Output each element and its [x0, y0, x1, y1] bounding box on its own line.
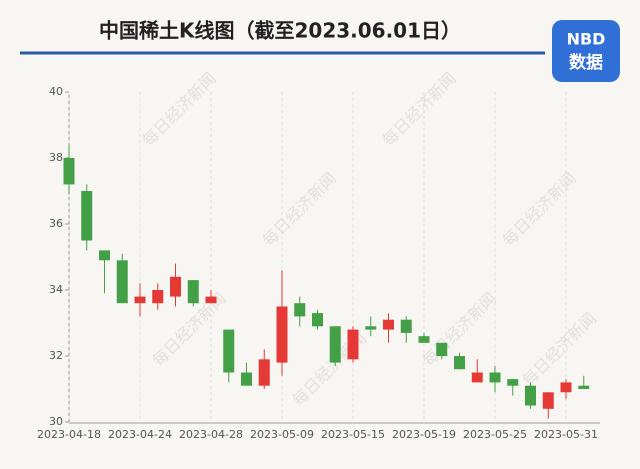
x-tick-label: 2023-04-18 — [37, 428, 101, 441]
candle-body — [365, 326, 377, 330]
candle-body — [152, 290, 164, 304]
candle-body — [329, 326, 341, 363]
candle-body — [525, 385, 536, 406]
candle-body — [276, 306, 288, 363]
candle-body — [241, 372, 252, 386]
candle-body — [187, 280, 199, 304]
candle-body — [347, 329, 359, 360]
x-tick-label: 2023-05-15 — [321, 428, 385, 441]
candle-body — [560, 382, 572, 393]
y-tick-label: 32 — [49, 349, 63, 362]
candle-body — [507, 379, 519, 386]
candle-body — [116, 260, 128, 304]
candle-body — [436, 342, 448, 356]
y-tick-label: 30 — [49, 415, 63, 428]
logo — [552, 20, 620, 82]
candle-body — [99, 250, 110, 261]
candle-body — [418, 336, 430, 343]
y-tick-label: 34 — [49, 283, 63, 296]
candle-body — [542, 392, 554, 409]
y-tick-label: 40 — [49, 85, 63, 98]
x-tick-label: 2023-04-24 — [108, 428, 172, 441]
y-tick-label: 38 — [49, 151, 63, 164]
candle-body — [400, 319, 412, 333]
x-tick-label: 2023-05-09 — [250, 428, 314, 441]
candle-body — [312, 313, 323, 327]
candle-body — [134, 296, 146, 304]
candle-body — [489, 372, 501, 383]
candle-body — [471, 372, 483, 383]
x-tick-label: 2023-05-31 — [534, 428, 598, 441]
logo-bottom: 数据 — [569, 52, 603, 73]
candle-body — [223, 329, 235, 373]
chart-title: 中国稀土K线图（截至2023.06.01日） — [99, 19, 461, 43]
candle-body — [578, 385, 590, 389]
candle-body — [170, 276, 181, 297]
y-tick-label: 36 — [49, 217, 63, 230]
candle-body — [383, 319, 394, 330]
candle-body — [454, 356, 465, 370]
candle-body — [258, 359, 270, 386]
x-tick-label: 2023-05-19 — [392, 428, 456, 441]
candle-body — [63, 158, 75, 185]
logo-top: NBD — [567, 30, 606, 49]
candle-body — [81, 191, 93, 241]
x-tick-label: 2023-04-28 — [179, 428, 243, 441]
candle-body — [294, 303, 306, 317]
x-tick-label: 2023-05-25 — [463, 428, 527, 441]
candle-body — [205, 296, 217, 304]
